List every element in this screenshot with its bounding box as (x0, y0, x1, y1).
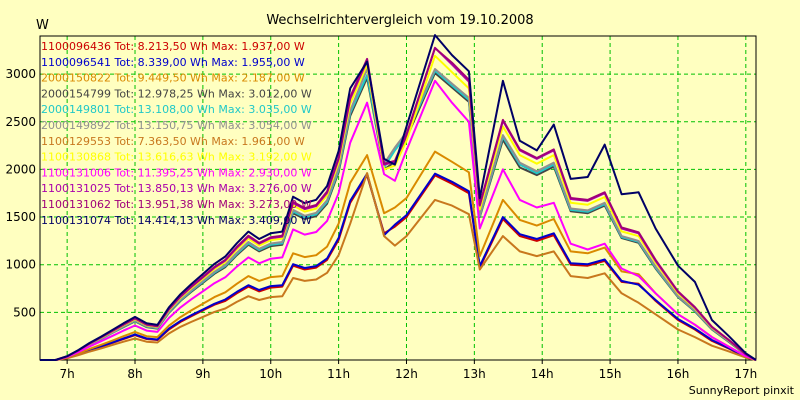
legend-entry-3: 2000150822 Tot: 9.449,50 Wh Max: 2.187,0… (41, 72, 305, 85)
legend-entry-11: 1100131062 Tot: 13.951,38 Wh Max: 3.273,… (41, 198, 312, 211)
y-tick-label: 2500 (5, 115, 36, 129)
legend-entry-4: 2000154799 Tot: 12.978,25 Wh Max: 3.012,… (41, 87, 312, 100)
y-tick-label: 500 (13, 305, 36, 319)
x-tick-label: 12h (395, 367, 418, 381)
legend-entry-10: 1100131025 Tot: 13.850,13 Wh Max: 3.276,… (41, 182, 312, 195)
x-tick-label: 10h (259, 367, 282, 381)
x-tick-label: 16h (667, 367, 690, 381)
y-tick-label: 3000 (5, 67, 36, 81)
y-tick-label: 1500 (5, 210, 36, 224)
series-line-9 (40, 79, 757, 361)
x-tick-label: 9h (195, 367, 210, 381)
x-tick-label: 7h (60, 367, 75, 381)
series-line-2 (40, 172, 757, 361)
footer-credit: SunnyReport pinxit (689, 384, 795, 397)
x-tick-label: 15h (599, 367, 622, 381)
series-line-6 (40, 68, 757, 361)
series-line-12 (40, 34, 757, 361)
legend: 1100096436 Tot: 8.213,50 Wh Max: 1.937,0… (41, 40, 312, 227)
series-line-11 (40, 47, 757, 361)
legend-entry-6: 2000149892 Tot: 13.150,75 Wh Max: 3.054,… (41, 119, 312, 132)
y-tick-label: 2000 (5, 162, 36, 176)
plot-frame (39, 35, 757, 361)
series-line-3 (40, 150, 757, 361)
legend-entry-1: 1100096436 Tot: 8.213,50 Wh Max: 1.937,0… (41, 40, 305, 53)
series-lines (40, 34, 757, 361)
y-tick-label: 1000 (5, 258, 36, 272)
x-tick-label: 11h (327, 367, 350, 381)
x-axis-ticks: 7h 8h 9h 10h 11h 12h 13h 14h 15h 16h 17h (60, 360, 757, 381)
legend-entry-12: 1100131074 Tot: 14.414,13 Wh Max: 3.409,… (41, 214, 312, 227)
x-tick-label: 17h (734, 367, 757, 381)
legend-entry-9: 1100131006 Tot: 11.395,25 Wh Max: 2.930,… (41, 166, 312, 179)
x-tick-label: 13h (463, 367, 486, 381)
chart-title: Wechselrichtervergleich vom 19.10.2008 (266, 13, 533, 28)
legend-entry-8: 1100130868 Tot: 13.616,63 Wh Max: 3.192,… (41, 151, 312, 164)
x-tick-label: 8h (127, 367, 142, 381)
y-axis-unit: W (36, 18, 49, 33)
legend-entry-5: 2000149801 Tot: 13.108,00 Wh Max: 3.035,… (41, 103, 312, 116)
series-line-7 (40, 172, 757, 361)
legend-entry-2: 1100096541 Tot: 8.339,00 Wh Max: 1.955,0… (41, 56, 305, 69)
legend-entry-7: 1100129553 Tot: 7.363,50 Wh Max: 1.961,0… (41, 135, 305, 148)
x-tick-label: 14h (531, 367, 554, 381)
y-axis-ticks: 500 1000 1500 2000 2500 3000 (5, 67, 36, 319)
